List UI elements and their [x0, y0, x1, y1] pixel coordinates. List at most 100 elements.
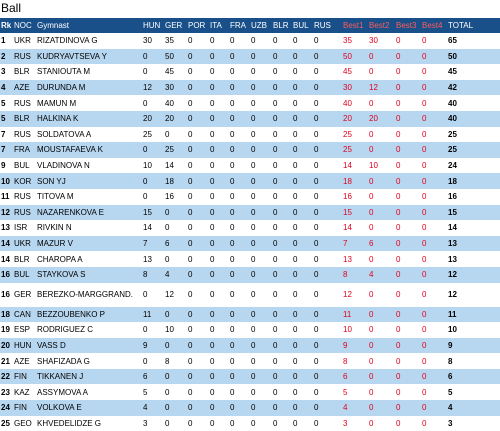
- cell-rk: 23: [1, 387, 10, 397]
- cell-ita: 0: [210, 98, 215, 108]
- cell-ger: 18: [165, 176, 174, 186]
- col-header-best4[interactable]: Best4: [422, 21, 443, 30]
- col-header-total[interactable]: TOTAL: [448, 21, 474, 30]
- cell-por: 0: [188, 356, 193, 366]
- cell-noc: UKR: [14, 239, 31, 249]
- table-row: 19 ESP RODRIGUEZ C 0 10 0 0 0 0 0 0 0 10 0 0 0 10: [0, 322, 500, 338]
- cell-best4: 0: [422, 418, 427, 428]
- cell-rus: 0: [314, 290, 319, 299]
- cell-best1: 30: [343, 83, 352, 93]
- cell-best3: 0: [396, 403, 401, 413]
- results-table: Rk NOC Gymnast HUN GER POR ITA FRA UZB B…: [0, 18, 500, 431]
- cell-hun: 6: [143, 372, 148, 382]
- cell-ger: 0: [165, 223, 170, 233]
- cell-best3: 0: [396, 418, 401, 428]
- cell-gymnast: RIVKIN N: [37, 223, 72, 233]
- cell-por: 0: [188, 67, 193, 77]
- cell-hun: 0: [143, 325, 148, 335]
- cell-best1: 14: [343, 223, 352, 233]
- col-header-ger[interactable]: GER: [165, 21, 183, 30]
- cell-uzb: 0: [251, 270, 256, 280]
- cell-hun: 0: [143, 192, 148, 202]
- col-header-bul[interactable]: BUL: [293, 21, 309, 30]
- col-header-uzb[interactable]: UZB: [251, 21, 267, 30]
- col-header-gymnast[interactable]: Gymnast: [37, 21, 70, 30]
- cell-gymnast: SON YJ: [37, 176, 66, 186]
- col-header-hun[interactable]: HUN: [143, 21, 161, 30]
- col-header-por[interactable]: POR: [188, 21, 206, 30]
- cell-hun: 3: [143, 418, 148, 428]
- cell-best1: 9: [343, 340, 348, 350]
- table-row: 3 BLR STANIOUTA M 0 45 0 0 0 0 0 0 0 45 0 0 0 45: [0, 64, 500, 80]
- cell-uzb: 0: [251, 176, 256, 186]
- cell-best3: 0: [396, 290, 401, 299]
- cell-ger: 30: [165, 83, 174, 93]
- cell-uzb: 0: [251, 223, 256, 233]
- table-row: 10 KOR SON YJ 0 18 0 0 0 0 0 0 0 18 0 0 0 18: [0, 173, 500, 189]
- cell-blr: 0: [273, 290, 278, 299]
- cell-por: 0: [188, 145, 193, 155]
- cell-blr: 0: [273, 98, 278, 108]
- cell-bul: 0: [293, 387, 298, 397]
- cell-ger: 14: [165, 161, 174, 171]
- cell-fra: 0: [230, 290, 235, 299]
- col-header-blr[interactable]: BLR: [273, 21, 289, 30]
- cell-best1: 13: [343, 254, 352, 264]
- cell-uzb: 0: [251, 325, 256, 335]
- cell-gymnast: KHVEDELIDZE G: [37, 418, 102, 428]
- cell-best3: 0: [396, 223, 401, 233]
- col-header-fra[interactable]: FRA: [230, 21, 246, 30]
- cell-rk: 1: [1, 36, 6, 46]
- cell-rk: 20: [1, 340, 10, 350]
- cell-ita: 0: [210, 356, 215, 366]
- cell-best1: 12: [343, 290, 352, 299]
- cell-ger: 0: [165, 418, 170, 428]
- col-header-rk[interactable]: Rk: [1, 21, 12, 30]
- cell-noc: FIN: [14, 372, 27, 382]
- cell-uzb: 0: [251, 161, 256, 171]
- cell-uzb: 0: [251, 254, 256, 264]
- cell-bul: 0: [293, 403, 298, 413]
- col-header-best3[interactable]: Best3: [396, 21, 417, 30]
- cell-fra: 0: [230, 270, 235, 280]
- cell-por: 0: [188, 270, 193, 280]
- col-header-noc[interactable]: NOC: [14, 21, 32, 30]
- cell-best1: 10: [343, 325, 352, 335]
- table-row: 24 FIN VOLKOVA E 4 0 0 0 0 0 0 0 0 4 0 0 0 4: [0, 400, 500, 416]
- cell-gymnast: NAZARENKOVA E: [37, 207, 104, 217]
- cell-hun: 13: [143, 254, 152, 264]
- col-header-rus[interactable]: RUS: [314, 21, 331, 30]
- cell-gymnast: VASS D: [37, 340, 66, 350]
- cell-ita: 0: [210, 176, 215, 186]
- table-row: 25 GEO KHVEDELIDZE G 3 0 0 0 0 0 0 0 0 3 0 0 0 3: [0, 415, 500, 431]
- cell-uzb: 0: [251, 114, 256, 124]
- col-header-ita[interactable]: ITA: [210, 21, 222, 30]
- cell-por: 0: [188, 403, 193, 413]
- cell-rus: 0: [314, 223, 319, 233]
- cell-ita: 0: [210, 192, 215, 202]
- cell-por: 0: [188, 254, 193, 264]
- cell-gymnast: ASSYMOVA A: [37, 387, 88, 397]
- cell-rus: 0: [314, 67, 319, 77]
- cell-rus: 0: [314, 403, 319, 413]
- cell-total: 4: [448, 403, 453, 413]
- cell-ita: 0: [210, 418, 215, 428]
- cell-hun: 7: [143, 239, 148, 249]
- table-row: 5 BLR HALKINA K 20 20 0 0 0 0 0 0 0 20 20 0 0 40: [0, 110, 500, 127]
- cell-total: 15: [448, 207, 457, 217]
- table-row: 14 BLR CHAROPA A 13 0 0 0 0 0 0 0 0 13 0 0 0 13: [0, 251, 500, 267]
- col-header-best2[interactable]: Best2: [369, 21, 390, 30]
- col-header-best1[interactable]: Best1: [343, 21, 364, 30]
- cell-fra: 0: [230, 372, 235, 382]
- cell-rus: 0: [314, 239, 319, 249]
- cell-rus: 0: [314, 145, 319, 155]
- cell-best4: 0: [422, 372, 427, 382]
- cell-por: 0: [188, 418, 193, 428]
- cell-total: 14: [448, 223, 457, 233]
- cell-best2: 0: [369, 387, 374, 397]
- cell-rus: 0: [314, 98, 319, 108]
- cell-ita: 0: [210, 207, 215, 217]
- cell-uzb: 0: [251, 129, 256, 139]
- cell-ger: 45: [165, 67, 174, 77]
